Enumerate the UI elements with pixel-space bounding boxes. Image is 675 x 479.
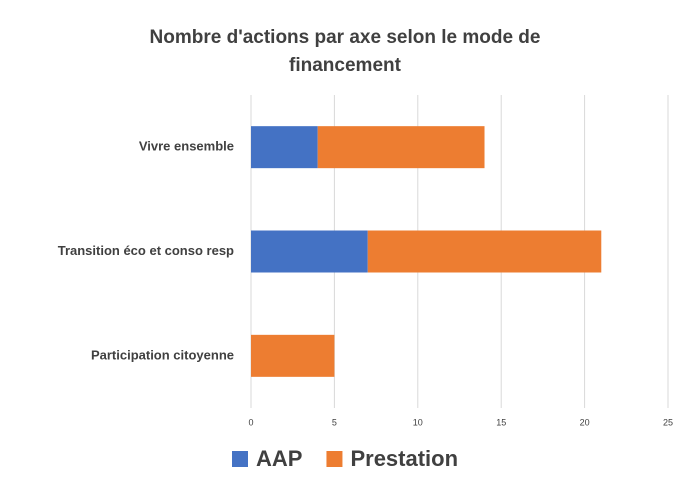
x-tick-label: 15 [496,417,506,427]
x-tick-label: 25 [663,417,673,427]
x-tick-label: 5 [332,417,337,427]
legend-swatch [232,451,248,467]
x-tick-label: 0 [248,417,253,427]
bar-segment [317,126,485,169]
y-tick-label: Participation citoyenne [91,347,234,362]
bar-segment [251,126,318,169]
legend-label: Prestation [350,446,458,471]
bar-segment [367,230,602,273]
legend-label: AAP [256,446,302,471]
x-tick-label: 10 [413,417,423,427]
bar-segment [251,230,368,273]
x-tick-label: 20 [580,417,590,427]
y-tick-label: Vivre ensemble [139,139,234,154]
bar-segment [251,334,335,377]
legend-swatch [326,451,343,467]
y-tick-label: Transition éco et conso resp [58,243,234,258]
chart-title: Nombre d'actions par axe selon le mode d… [149,27,541,76]
